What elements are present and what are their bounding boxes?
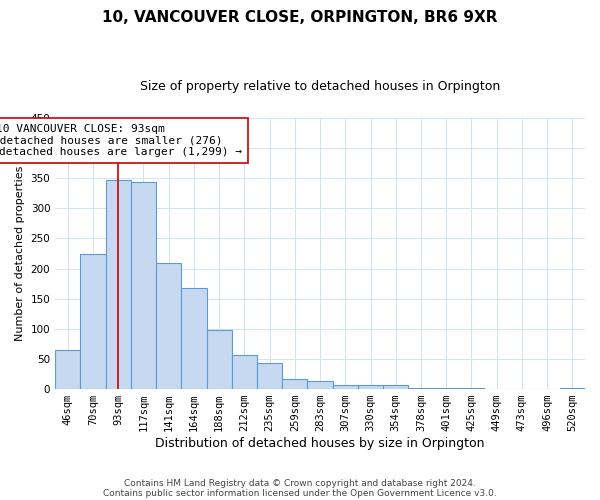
Bar [181,288,206,389]
Text: 10, VANCOUVER CLOSE, ORPINGTON, BR6 9XR: 10, VANCOUVER CLOSE, ORPINGTON, BR6 9XR [102,10,498,25]
Bar [459,388,484,389]
Bar [106,180,131,389]
Bar [80,254,106,389]
Bar [307,380,332,389]
Text: 10 VANCOUVER CLOSE: 93sqm
← 17% of detached houses are smaller (276)
82% of semi: 10 VANCOUVER CLOSE: 93sqm ← 17% of detac… [0,124,242,157]
Bar [383,386,409,389]
Bar [434,388,459,389]
Bar [358,385,383,389]
Bar [560,388,585,389]
Bar [156,263,181,389]
Text: Contains HM Land Registry data © Crown copyright and database right 2024.: Contains HM Land Registry data © Crown c… [124,478,476,488]
Y-axis label: Number of detached properties: Number of detached properties [15,166,25,341]
X-axis label: Distribution of detached houses by size in Orpington: Distribution of detached houses by size … [155,437,485,450]
Bar [257,363,282,389]
Bar [282,379,307,389]
Bar [131,182,156,389]
Title: Size of property relative to detached houses in Orpington: Size of property relative to detached ho… [140,80,500,93]
Text: Contains public sector information licensed under the Open Government Licence v3: Contains public sector information licen… [103,488,497,498]
Bar [332,385,358,389]
Bar [409,388,434,389]
Bar [206,330,232,389]
Bar [232,354,257,389]
Bar [55,350,80,389]
